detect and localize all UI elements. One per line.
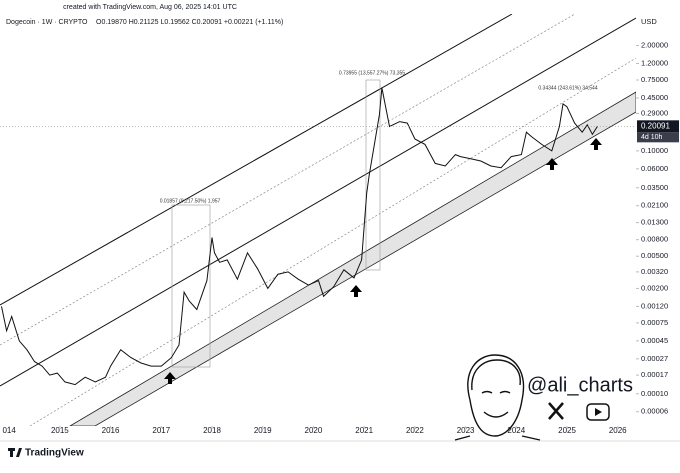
annotation: 0.34344 (243.61%) 34,544 [538, 85, 597, 91]
y-tick-label: 0.10000 [641, 146, 668, 155]
y-tick-label: 0.75000 [641, 75, 668, 84]
y-tick-label: 0.00800 [641, 235, 668, 244]
annotation: 0.73955 (13,557.27%) 73,355 [339, 70, 405, 76]
x-tick-label: 2023 [457, 426, 475, 435]
y-tick-label: 0.00045 [641, 336, 668, 345]
last-price-box [637, 120, 679, 133]
arrows [164, 138, 602, 384]
y-tick-label: 2.00000 [641, 40, 668, 49]
y-tick-label: 0.00320 [641, 267, 668, 276]
y-tick-label: 0.00200 [641, 283, 668, 292]
measure-box [171, 204, 211, 368]
support-band [69, 91, 636, 426]
y-tick-label: 0.02100 [641, 201, 668, 210]
annotation: 0.01857 (9,217.50%) 1,957 [160, 198, 221, 204]
handle: @ali_charts [527, 374, 633, 396]
tv-logo: TradingView [8, 448, 84, 459]
x-tick-label: 2020 [305, 426, 323, 435]
symbol: Dogecoin · 1W · CRYPTO [6, 19, 88, 26]
x-tick-label: 014 [2, 426, 16, 435]
y-tick-label: 0.00120 [641, 301, 668, 310]
channel-dotted [29, 57, 636, 426]
up-arrow [350, 285, 362, 297]
price-line [1, 87, 598, 386]
y-tick-label: 0.29000 [641, 108, 668, 117]
y-tick-label: 0.00500 [641, 251, 668, 260]
x-tick-label: 2025 [558, 426, 576, 435]
x-tick-label: 2026 [609, 426, 627, 435]
up-arrow [546, 158, 558, 170]
channel-line [0, 14, 513, 306]
y-tick-label: 0.00075 [641, 318, 668, 327]
y-tick-label: 0.45000 [641, 93, 668, 102]
x-tick-label: 2018 [203, 426, 221, 435]
y-tick-label: 0.00017 [641, 370, 668, 379]
y-tick-label: 1.20000 [641, 58, 668, 67]
y-tick-label: 0.00010 [641, 389, 668, 398]
up-arrow [164, 372, 176, 384]
x-tick-label: 2015 [51, 426, 69, 435]
x-tick-label: 2016 [102, 426, 120, 435]
series [1, 87, 598, 386]
last-price-label: 0.20091 [641, 121, 670, 130]
channel-dotted [0, 14, 576, 346]
created-note: created with TradingView.com, Aug 06, 20… [63, 4, 237, 11]
x-icon [548, 402, 564, 420]
measure-box [365, 79, 381, 271]
x-tick-label: 2019 [254, 426, 272, 435]
countdown-box [637, 132, 679, 143]
y-tick-label: 0.06000 [641, 164, 668, 173]
ohlc: O0.19870 H0.21125 L0.19562 C0.20091 +0.0… [96, 19, 283, 26]
y-tick-label: 0.03500 [641, 183, 668, 192]
x-tick-label: 2022 [406, 426, 424, 435]
x-tick-label: 2021 [355, 426, 373, 435]
y-tick-label: 0.00006 [641, 407, 668, 416]
logo-text: TradingView [25, 448, 84, 459]
y-tick-label: 0.00027 [641, 354, 668, 363]
countdown-label: 4d 10h [641, 134, 663, 141]
avatar [454, 354, 541, 441]
drawings [0, 14, 636, 426]
y-tick-label: 0.01300 [641, 218, 668, 227]
youtube-icon [586, 403, 610, 421]
channel-line [0, 17, 636, 387]
x-tick-label: 2024 [507, 426, 525, 435]
up-arrow [590, 138, 602, 150]
x-tick-label: 2017 [152, 426, 170, 435]
axis-unit: USD [641, 17, 657, 26]
